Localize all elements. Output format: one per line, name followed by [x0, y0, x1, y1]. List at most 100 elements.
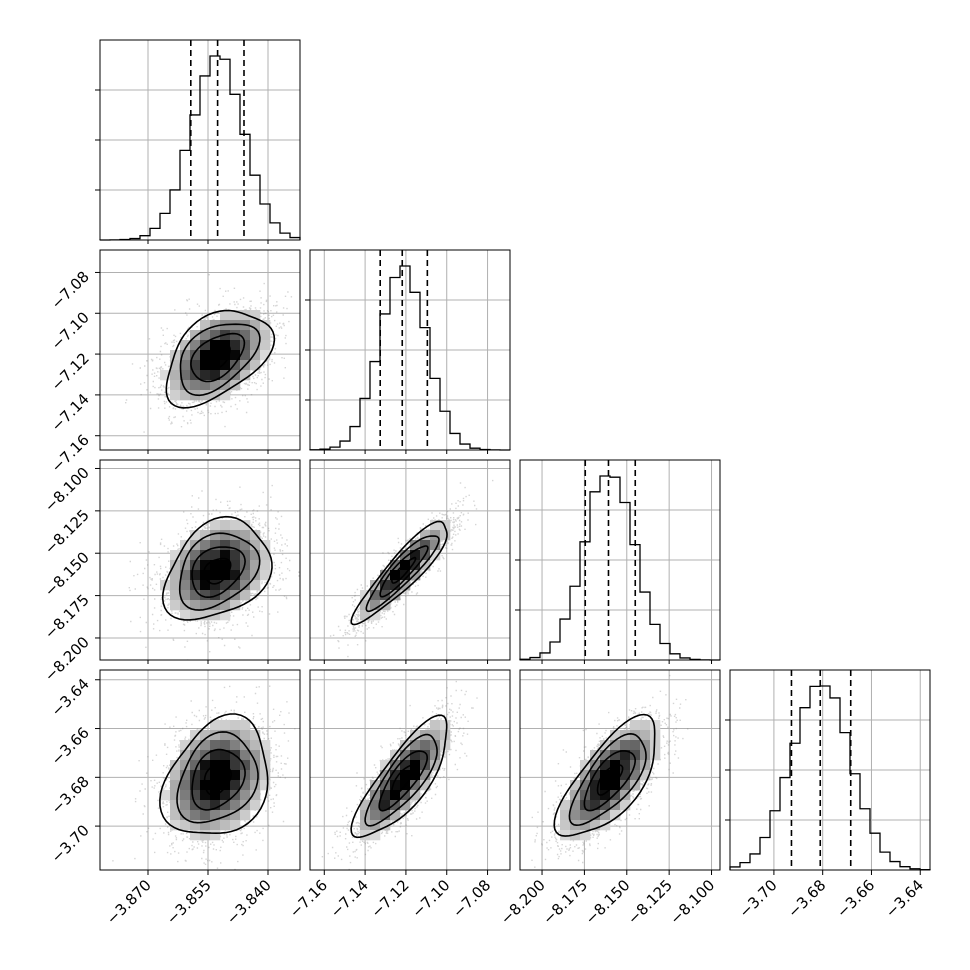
density-cell [210, 390, 221, 401]
y-tick-label: −8.125 [41, 506, 93, 558]
contour-line [365, 535, 440, 613]
x-tick-label: −8.100 [666, 876, 718, 928]
density-cell [210, 360, 221, 371]
panel-content [100, 250, 300, 450]
density-cell [200, 390, 211, 401]
density-cell [170, 790, 181, 801]
panel-frame [309, 459, 511, 661]
density-cell [620, 780, 631, 791]
density-cell [170, 770, 181, 781]
density-cell [580, 770, 591, 781]
density-cell [230, 760, 241, 771]
density-cell [220, 790, 231, 801]
density-cell [190, 780, 201, 791]
density-cell [240, 520, 251, 531]
density-cell [430, 540, 441, 551]
density-cell [640, 740, 651, 751]
density-cell [420, 770, 431, 781]
density-cell [180, 760, 191, 771]
density-cell [210, 730, 221, 741]
density-cell [210, 340, 221, 351]
density-cell [600, 740, 611, 751]
panel-content [520, 670, 720, 870]
density-cell [560, 810, 571, 821]
density-cell [220, 380, 231, 391]
y-tick-label: −3.66 [48, 724, 93, 769]
density-cell [250, 730, 261, 741]
density-cell [220, 600, 231, 611]
density-cell [590, 790, 601, 801]
density-cell [160, 370, 171, 381]
density-cell [180, 770, 191, 781]
density-cell [210, 520, 221, 531]
y-tick-label: −7.10 [48, 308, 93, 353]
density-cell [560, 800, 571, 811]
density-cell [220, 810, 231, 821]
density-cell [200, 340, 211, 351]
panel-content [310, 460, 510, 660]
density-cell [370, 830, 381, 841]
contour-line [596, 764, 624, 796]
density-cell [230, 330, 241, 341]
panel-frame [99, 249, 301, 451]
density-cell [210, 530, 221, 541]
density-cell [220, 540, 231, 551]
density-cell [570, 810, 581, 821]
density-cell [170, 820, 181, 831]
density-cell [200, 790, 211, 801]
density-cell [440, 520, 451, 531]
density-cell [240, 370, 251, 381]
density-cell [210, 380, 221, 391]
density-cell [200, 730, 211, 741]
density-cell [190, 800, 201, 811]
density-cell [250, 310, 261, 321]
histogram-step-line [729, 685, 931, 871]
density-cell [200, 550, 211, 561]
histogram-panel-3 [515, 459, 721, 661]
contour-line [391, 764, 417, 796]
density-cell [210, 600, 221, 611]
density-cell [230, 560, 241, 571]
contour-line [179, 323, 261, 397]
density-cell [180, 800, 191, 811]
y-tick-label: −8.100 [41, 464, 93, 516]
x-tick-label: −8.175 [539, 876, 591, 928]
density-cell [180, 750, 191, 761]
density-cell [190, 590, 201, 601]
density-cell [240, 760, 251, 771]
density-cell [180, 610, 191, 621]
density-cell [600, 780, 611, 791]
density-cell [410, 770, 421, 781]
y-tick-label: −8.175 [41, 591, 93, 643]
density-cell [230, 520, 241, 531]
density-cell [210, 560, 221, 571]
density-cell [560, 820, 571, 831]
density-cell [210, 830, 221, 841]
density-cell [200, 800, 211, 811]
density-cell [250, 760, 261, 771]
density-cell [190, 350, 201, 361]
density-cell [430, 720, 441, 731]
density-cell [580, 820, 591, 831]
density-cell [380, 580, 391, 591]
density-cell [190, 580, 201, 591]
density-cell [380, 810, 391, 821]
density-cell [190, 770, 201, 781]
x-tick-label: −7.14 [327, 876, 372, 921]
density-cell [200, 590, 211, 601]
density-cell [370, 610, 381, 621]
density-cell [610, 790, 621, 801]
x-tick-label: −7.12 [368, 876, 413, 921]
density-cell [380, 760, 391, 771]
density-cell [220, 730, 231, 741]
density-cell [590, 800, 601, 811]
contour-line [553, 713, 656, 837]
density-cell [590, 780, 601, 791]
density-cell [200, 760, 211, 771]
density-cell [180, 560, 191, 571]
density-cell [430, 530, 441, 541]
density-cell [630, 720, 641, 731]
density-cell [230, 720, 241, 731]
contour-line [350, 714, 448, 839]
density-cell [220, 560, 231, 571]
